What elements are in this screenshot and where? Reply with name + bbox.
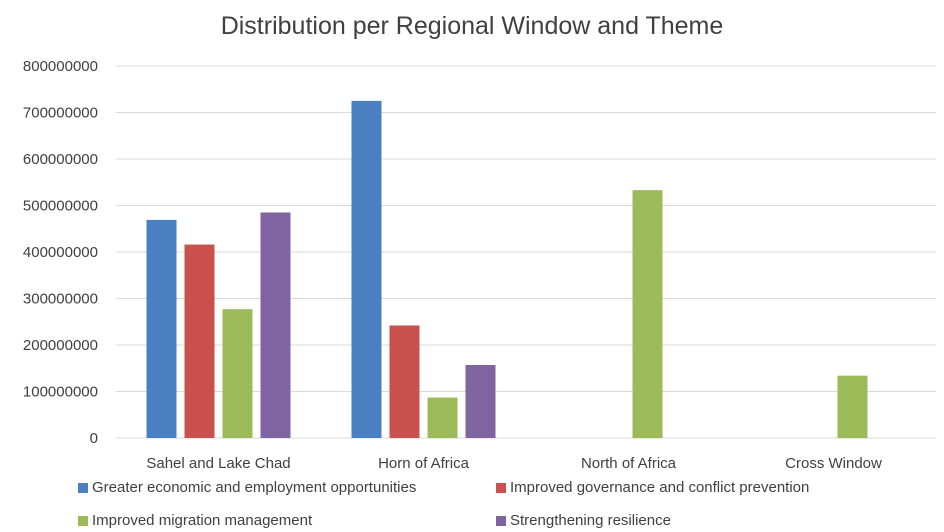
bar [260, 212, 291, 438]
x-category-label: North of Africa [581, 455, 677, 472]
x-category-label: Sahel and Lake Chad [146, 455, 290, 472]
bar [389, 325, 420, 438]
y-tick-label: 100000000 [23, 384, 98, 401]
chart-title: Distribution per Regional Window and The… [220, 12, 724, 40]
y-tick-label: 800000000 [23, 58, 98, 75]
bar [632, 190, 663, 438]
y-tick-label: 300000000 [23, 291, 98, 308]
x-category-label: Cross Window [785, 455, 882, 472]
y-tick-label: 400000000 [23, 244, 98, 261]
y-tick-label: 200000000 [23, 337, 98, 354]
bar [222, 309, 253, 438]
x-category-label: Horn of Africa [378, 455, 470, 472]
bar [837, 375, 868, 438]
bar [465, 364, 496, 438]
bar [184, 244, 215, 438]
bar [351, 100, 382, 438]
y-tick-label: 0 [90, 430, 98, 447]
bar [146, 219, 177, 438]
y-tick-label: 500000000 [23, 198, 98, 215]
y-tick-label: 700000000 [23, 105, 98, 122]
bar [427, 397, 458, 438]
y-tick-label: 600000000 [23, 151, 98, 168]
